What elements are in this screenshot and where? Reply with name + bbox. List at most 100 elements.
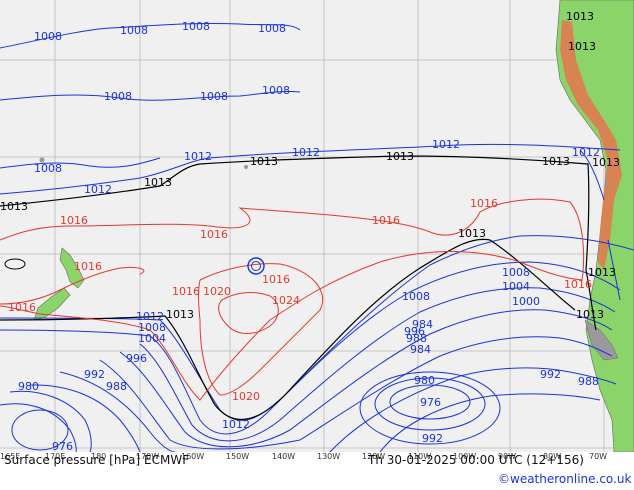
isobar-1016-small	[4, 258, 26, 270]
longitude-tick-label: 120W	[362, 452, 386, 461]
isobar-label: 1008	[182, 20, 210, 33]
longitude-tick-label: 150W	[226, 452, 250, 461]
longitude-tick-label: 180	[91, 452, 107, 461]
isobar-label: 1016	[8, 301, 36, 314]
isobar-976-west	[11, 409, 69, 451]
credit-link[interactable]: ©weatheronline.co.uk	[498, 472, 632, 486]
isobar-1013	[0, 155, 597, 421]
isobar-label: 1013	[166, 308, 194, 321]
isobar-label: 1008	[200, 90, 228, 103]
isobar-label: 1020	[203, 285, 231, 298]
isobar-980-east	[374, 377, 486, 431]
isobars-low	[0, 22, 634, 453]
isobar-1012-north	[0, 143, 621, 195]
isobar-label: 996	[404, 325, 425, 338]
isobar-label: 1016	[372, 214, 400, 227]
isobar-976-east	[389, 384, 471, 420]
isobar-1013-south	[0, 238, 576, 421]
longitude-tick-label: 90W	[498, 452, 517, 461]
isobar-label: 1012	[222, 418, 250, 431]
isobar-label: 1008	[258, 22, 286, 35]
isobar-label: 1024	[272, 294, 300, 307]
isobar-1012-east	[579, 149, 621, 301]
isobar-label: 1008	[104, 90, 132, 103]
footer-bar	[0, 452, 634, 490]
andes-highlands	[560, 20, 622, 270]
isobar-label: 1020	[232, 390, 260, 403]
isobar-label: 1016	[172, 285, 200, 298]
south-america-land	[555, 0, 634, 453]
isobar-high-center-inner	[251, 261, 261, 271]
isobar-label: 1013	[542, 155, 570, 168]
isobar-label: 1012	[184, 150, 212, 163]
isobar-label: 1013	[0, 200, 28, 213]
small-island	[244, 165, 248, 169]
isobar-1000	[119, 309, 613, 448]
isobar-label: 1013	[250, 155, 278, 168]
isobar-label: 992	[540, 368, 561, 381]
longitude-tick-label: 100W	[453, 452, 477, 461]
isobar-label: 1016	[564, 278, 592, 291]
isobar-label: 984	[410, 343, 431, 356]
isobar-label: 1000	[512, 295, 540, 308]
longitude-tick-label: 170W	[136, 452, 160, 461]
longitude-tick-label: 80W	[543, 452, 562, 461]
isobar-label: 988	[578, 375, 599, 388]
isobar-996	[99, 336, 613, 450]
isobar-label: 976	[420, 396, 441, 409]
valid-time: Th 30-01-2025 00:00 UTC (12+156)	[368, 453, 584, 467]
isobar-1004-south	[139, 287, 616, 442]
isobar-label: 1013	[386, 150, 414, 163]
isobar-label: 1012	[572, 146, 600, 159]
isobar-label: 992	[422, 432, 443, 445]
isobar-label: 1008	[34, 30, 62, 43]
small-island	[605, 182, 609, 186]
isobar-label: 1013	[588, 266, 616, 279]
isobar-label: 1004	[138, 332, 166, 345]
isobar-1008-south	[0, 261, 621, 435]
isobar-label: 1016	[262, 273, 290, 286]
isobar-label: 976	[52, 440, 73, 453]
isobar-label: 1004	[502, 280, 530, 293]
patagonia-tip	[584, 319, 619, 361]
isobar-label: 1013	[592, 156, 620, 169]
isobar-992	[59, 367, 617, 453]
isobar-1008-mid	[0, 91, 301, 101]
small-island	[39, 157, 45, 163]
isobar-label: 992	[84, 368, 105, 381]
isobar-label: 1008	[502, 266, 530, 279]
nz-north-island	[59, 247, 85, 289]
isobar-label: 1008	[34, 162, 62, 175]
isobar-1016-nz	[0, 267, 145, 305]
isobar-label: 988	[106, 380, 127, 393]
isobar-label: 1012	[432, 138, 460, 151]
isobar-label: 1008	[262, 84, 290, 97]
isobar-label: 980	[18, 380, 39, 393]
isobar-label: 1008	[402, 290, 430, 303]
isobar-label: 1016	[74, 260, 102, 273]
nz-south-island	[33, 287, 71, 321]
isobar-984-east	[359, 371, 501, 445]
longitude-tick-label: 70W	[589, 452, 608, 461]
isobar-1008-north	[0, 22, 301, 49]
isobar-label: 1012	[292, 146, 320, 159]
isobar-label: 984	[412, 318, 433, 331]
isobar-label: 980	[414, 374, 435, 387]
graticule	[0, 0, 634, 452]
isobar-high-center	[247, 257, 265, 275]
isobars-high	[0, 198, 585, 401]
isobar-label: 1016	[60, 214, 88, 227]
isobar-label: 1008	[120, 24, 148, 37]
isobar-label: 1016	[470, 197, 498, 210]
isobar-1020	[198, 263, 324, 396]
longitude-tick-label: 130W	[317, 452, 341, 461]
isobar-label: 1016	[200, 228, 228, 241]
isobar-1013-north	[0, 155, 597, 331]
isobar-labels: 1008 1008 1008 1008 1008 1008 1008 1008 …	[0, 10, 620, 453]
map-title: Surface pressure [hPa] ECMWF	[4, 453, 190, 467]
isobar-label: 1012	[84, 183, 112, 196]
isobar-1024	[218, 292, 279, 334]
isobar-988	[29, 384, 601, 453]
land	[33, 0, 634, 453]
